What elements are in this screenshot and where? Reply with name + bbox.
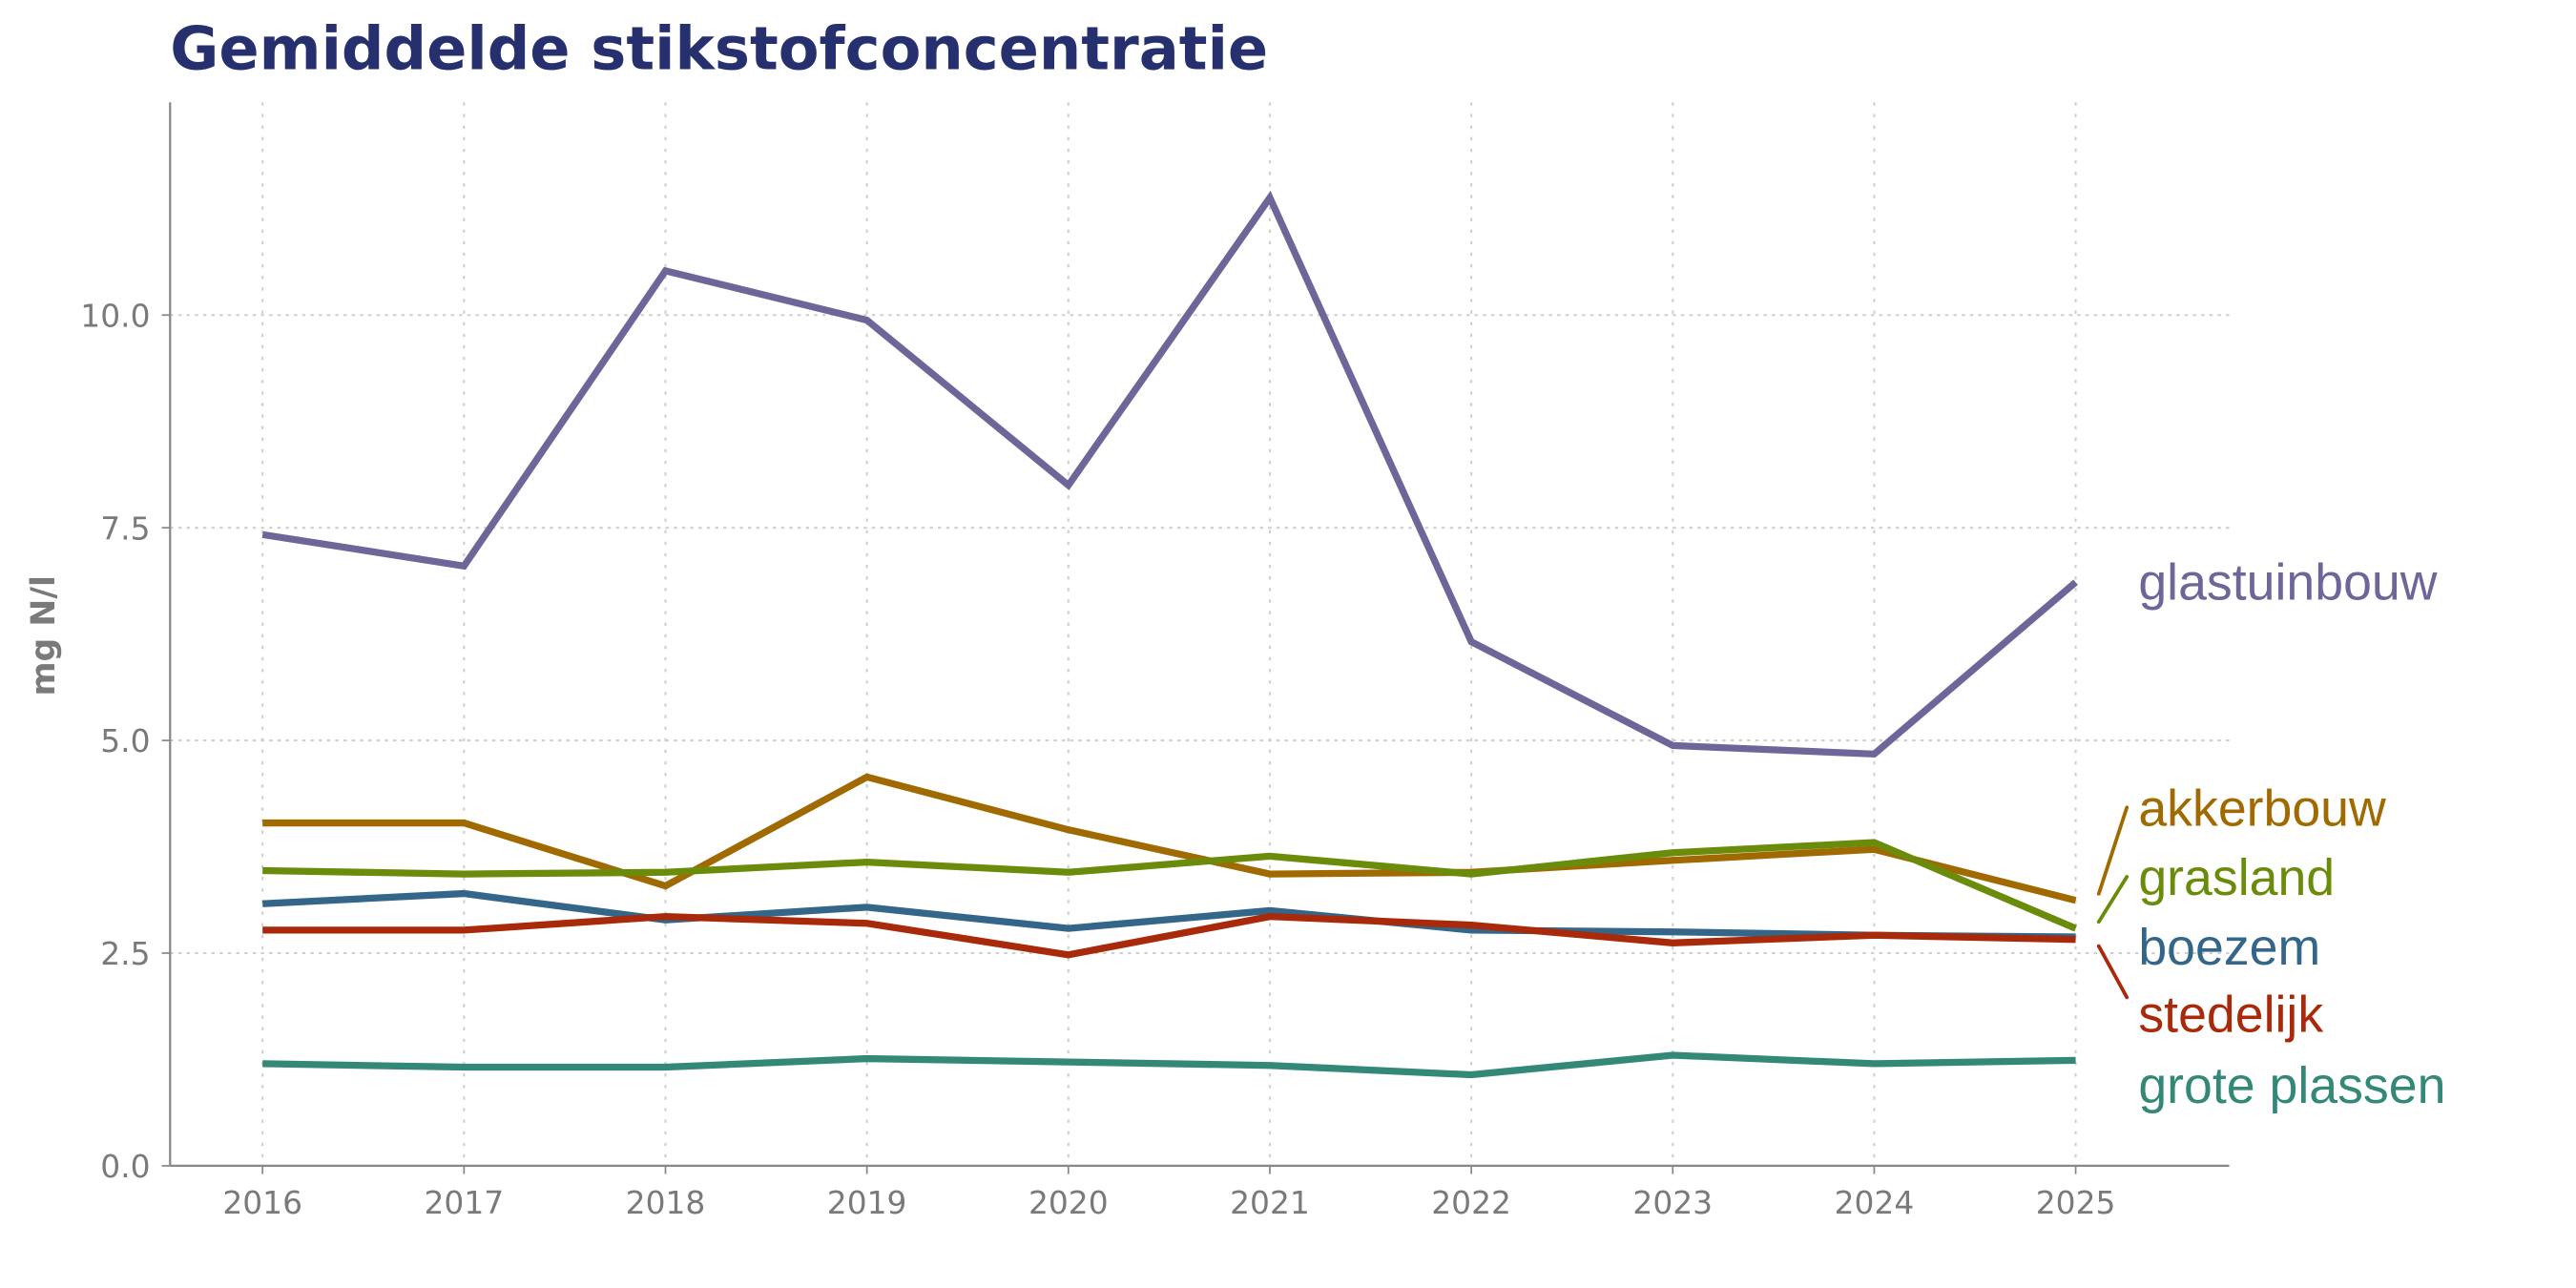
series-label: boezem xyxy=(2138,919,2320,976)
series-line-grote-plassen xyxy=(262,1051,2076,1079)
series-lines xyxy=(261,190,2078,1079)
x-tick-label: 2017 xyxy=(425,1184,505,1221)
series-label: glastuinbouw xyxy=(2138,553,2437,611)
y-tick-label: 0.0 xyxy=(100,1148,150,1185)
series-line-glastuinbouw xyxy=(261,190,2078,758)
series-label: stedelijk xyxy=(2138,987,2323,1044)
series-line-akkerbouw xyxy=(262,773,2077,904)
series-line-grasland xyxy=(262,839,2078,932)
series-label: akkerbouw xyxy=(2138,779,2386,837)
chart-title: Gemiddelde stikstofconcentratie xyxy=(170,14,1268,84)
y-tick-label: 5.0 xyxy=(100,722,150,759)
label-connector xyxy=(2096,805,2129,896)
y-tick-label: 7.5 xyxy=(100,509,150,547)
x-tick-label: 2024 xyxy=(1835,1184,1915,1221)
y-tick-label: 2.5 xyxy=(100,935,150,972)
series-labels: glastuinbouw akkerbouw grasland boezem stede… xyxy=(2096,553,2445,1114)
label-connector xyxy=(2096,875,2129,924)
y-axis-label: mg N/l xyxy=(25,575,63,696)
x-tick-label: 2025 xyxy=(2036,1184,2116,1221)
y-tick-label: 10.0 xyxy=(80,297,150,334)
x-tick-label: 2016 xyxy=(222,1184,302,1221)
x-tick-label: 2019 xyxy=(827,1184,907,1221)
label-connector xyxy=(2096,944,2129,1000)
x-tick-label: 2021 xyxy=(1230,1184,1310,1221)
x-tick-label: 2023 xyxy=(1632,1184,1713,1221)
gridlines xyxy=(170,102,2230,1166)
series-label: grote plassen xyxy=(2138,1057,2445,1114)
axes: 2016 2017 2018 2019 2020 2021 2022 2023 2024 2025… xyxy=(80,102,2230,1221)
series-label: grasland xyxy=(2138,849,2335,906)
x-tick-label: 2018 xyxy=(626,1184,706,1221)
x-tick-label: 2022 xyxy=(1431,1184,1511,1221)
x-tick-label: 2020 xyxy=(1028,1184,1109,1221)
series-line-stedelijk xyxy=(262,913,2076,959)
series-line-boezem xyxy=(262,889,2076,941)
